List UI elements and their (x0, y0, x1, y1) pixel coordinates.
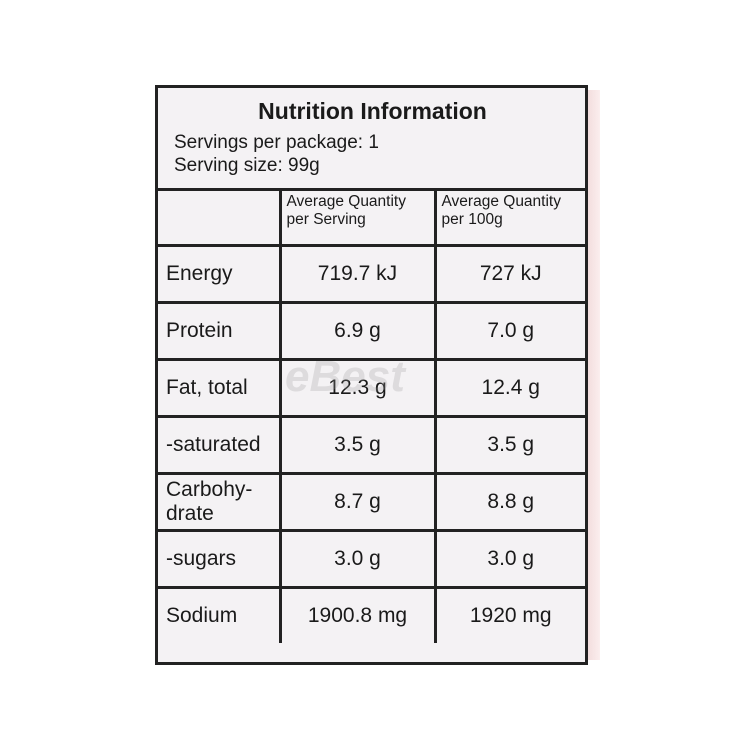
nutrient-name: Protein (158, 301, 282, 361)
nutrient-value: 1900.8 mg (278, 586, 437, 643)
nutrient-name: -sugars (158, 529, 282, 589)
nutrient-row: Protein 6.9 g 7.0 g (158, 301, 585, 361)
nutrient-name: Carbohy- drate (158, 472, 282, 532)
nutrient-row: Fat, total 12.3 g 12.4 g (158, 358, 585, 418)
nutrient-value: 3.5 g (433, 415, 585, 475)
servings-per-package: Servings per package: 1 (174, 132, 379, 153)
nutrient-value: 1920 mg (433, 586, 585, 643)
nutrient-row: Sodium 1900.8 mg 1920 mg (158, 586, 585, 643)
nutrient-row: Carbohy- drate 8.7 g 8.8 g (158, 472, 585, 532)
nutrient-value: 719.7 kJ (278, 244, 437, 304)
nutrient-value: 6.9 g (278, 301, 437, 361)
nutrient-name: -saturated (158, 415, 282, 475)
nutrition-label: Nutrition Information Servings per packa… (155, 85, 588, 665)
label-header: Nutrition Information Servings per packa… (158, 88, 585, 191)
title: Nutrition Information (258, 98, 487, 124)
nutrient-value: 12.3 g (278, 358, 437, 418)
nutrient-value: 12.4 g (433, 358, 585, 418)
nutrient-value: 3.0 g (278, 529, 437, 589)
nutrient-row: Energy 719.7 kJ 727 kJ (158, 244, 585, 304)
nutrient-name: Fat, total (158, 358, 282, 418)
nutrient-value: 8.8 g (433, 472, 585, 532)
empty-cell (158, 191, 282, 247)
header-row: Average Quantity per Serving Average Qua… (158, 191, 585, 247)
nutrient-name: Sodium (158, 586, 282, 643)
nutrient-row: -sugars 3.0 g 3.0 g (158, 529, 585, 589)
serving-size: Serving size: 99g (174, 155, 320, 176)
nutrition-table: Average Quantity per Serving Average Qua… (158, 191, 585, 643)
column-header: Average Quantity per 100g (433, 191, 585, 247)
package-edge (588, 90, 600, 660)
table-body: Average Quantity per Serving Average Qua… (158, 191, 585, 643)
nutrient-row: -saturated 3.5 g 3.5 g (158, 415, 585, 475)
nutrient-value: 3.0 g (433, 529, 585, 589)
nutrient-value: 727 kJ (433, 244, 585, 304)
nutrient-name: Energy (158, 244, 282, 304)
nutrient-value: 7.0 g (433, 301, 585, 361)
nutrient-value: 8.7 g (278, 472, 437, 532)
column-header: Average Quantity per Serving (278, 191, 437, 247)
nutrient-value: 3.5 g (278, 415, 437, 475)
